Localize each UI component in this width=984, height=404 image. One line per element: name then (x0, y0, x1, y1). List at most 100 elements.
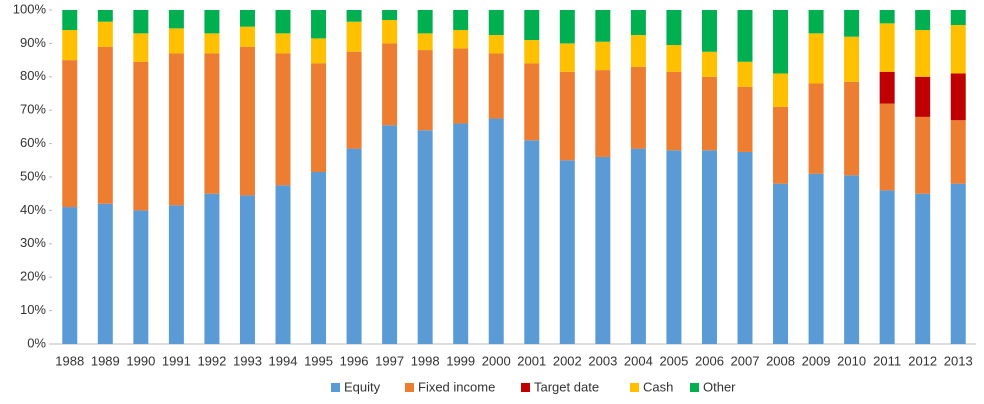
bar-segment (844, 175, 860, 344)
y-tick-label: 40% (20, 202, 46, 217)
x-tick-label: 2004 (624, 353, 653, 368)
bar-segment (701, 10, 717, 52)
bar-segment (524, 63, 540, 141)
bar-segment (97, 46, 113, 204)
bar-segment (133, 33, 149, 62)
bar-segment (453, 48, 469, 124)
bar-segment (915, 30, 931, 77)
bar-segment (382, 20, 398, 44)
x-tick-label: 1991 (162, 353, 191, 368)
bar-segment (844, 36, 860, 82)
bar-segment (524, 10, 540, 41)
bar-segment (915, 193, 931, 344)
y-tick-label: 100% (13, 1, 47, 16)
bar-segment (382, 10, 398, 21)
bar-segment (595, 41, 611, 71)
bar-segment (204, 193, 220, 344)
bar-segment (133, 61, 149, 211)
bar-segment (808, 83, 824, 174)
bar-segment (311, 38, 327, 64)
bar-segment (275, 10, 291, 34)
x-tick-label: 1988 (55, 353, 84, 368)
bar-segment (97, 21, 113, 47)
y-tick-label: 0% (27, 335, 46, 350)
bar-segment (346, 51, 362, 149)
x-tick-label: 1992 (197, 353, 226, 368)
bar-segment (311, 171, 327, 344)
bar-segment (346, 148, 362, 344)
x-tick-label: 2013 (944, 353, 973, 368)
bar-segment (239, 195, 255, 344)
x-tick-label: 2008 (766, 353, 795, 368)
bar-segment (666, 45, 682, 72)
bar-segment (382, 43, 398, 126)
x-tick-label: 2009 (802, 353, 831, 368)
x-tick-label: 1989 (91, 353, 120, 368)
bar-segment (773, 10, 789, 74)
bar-segment (737, 61, 753, 87)
bar-segment (844, 81, 860, 176)
y-tick-label: 80% (20, 68, 46, 83)
bar-segment (346, 10, 362, 22)
bar-segment (168, 28, 184, 54)
x-tick-label: 1995 (304, 353, 333, 368)
x-tick-label: 1993 (233, 353, 262, 368)
y-tick-label: 50% (20, 168, 46, 183)
bar-segment (559, 160, 575, 344)
bar-segment (950, 183, 966, 344)
bar-segment (950, 120, 966, 184)
x-tick-label: 1990 (126, 353, 155, 368)
bar-segment (666, 10, 682, 46)
bar-segment (204, 10, 220, 34)
bar-segment (701, 51, 717, 77)
y-tick-label: 60% (20, 135, 46, 150)
bar-segment (701, 150, 717, 344)
bar-segment (630, 148, 646, 344)
bar-segment (879, 190, 895, 344)
legend-label: Target date (534, 379, 599, 394)
bar-segment (808, 33, 824, 84)
bar-segment (879, 10, 895, 24)
bar-segment (417, 130, 433, 344)
bar-segment (879, 103, 895, 191)
bar-segment (168, 53, 184, 206)
bar-segment (630, 35, 646, 67)
bar-segment (808, 173, 824, 344)
bar-segment (204, 53, 220, 194)
x-tick-label: 2007 (731, 353, 760, 368)
x-tick-label: 1997 (375, 353, 404, 368)
x-tick-label: 1996 (340, 353, 369, 368)
x-tick-label: 2012 (908, 353, 937, 368)
x-tick-label: 2010 (837, 353, 866, 368)
x-tick-label: 1998 (411, 353, 440, 368)
bar-segment (62, 10, 78, 31)
bar-segment (97, 203, 113, 344)
x-tick-label: 1994 (269, 353, 298, 368)
y-tick-label: 30% (20, 235, 46, 250)
bar-segment (275, 185, 291, 344)
bar-segment (417, 10, 433, 34)
bar-segment (773, 73, 789, 107)
bar-segment (666, 150, 682, 344)
x-tick-label: 2005 (659, 353, 688, 368)
bar-segment (453, 30, 469, 49)
bar-segment (417, 33, 433, 51)
bar-segment (595, 70, 611, 157)
bar-segment (97, 10, 113, 22)
bar-segment (879, 71, 895, 104)
bar-segment (168, 205, 184, 344)
bar-segment (630, 66, 646, 149)
bar-segment (559, 71, 575, 161)
bar-segment (915, 116, 931, 194)
bar-segment (595, 156, 611, 344)
bar-segment (950, 10, 966, 26)
bar-segment (62, 60, 78, 208)
legend-label: Cash (643, 379, 673, 394)
y-tick-label: 70% (20, 102, 46, 117)
x-tick-label: 2002 (553, 353, 582, 368)
bar-segment (844, 10, 860, 37)
bar-segment (773, 106, 789, 184)
bar-segment (488, 35, 504, 54)
y-tick-label: 90% (20, 35, 46, 50)
bar-segment (488, 53, 504, 119)
